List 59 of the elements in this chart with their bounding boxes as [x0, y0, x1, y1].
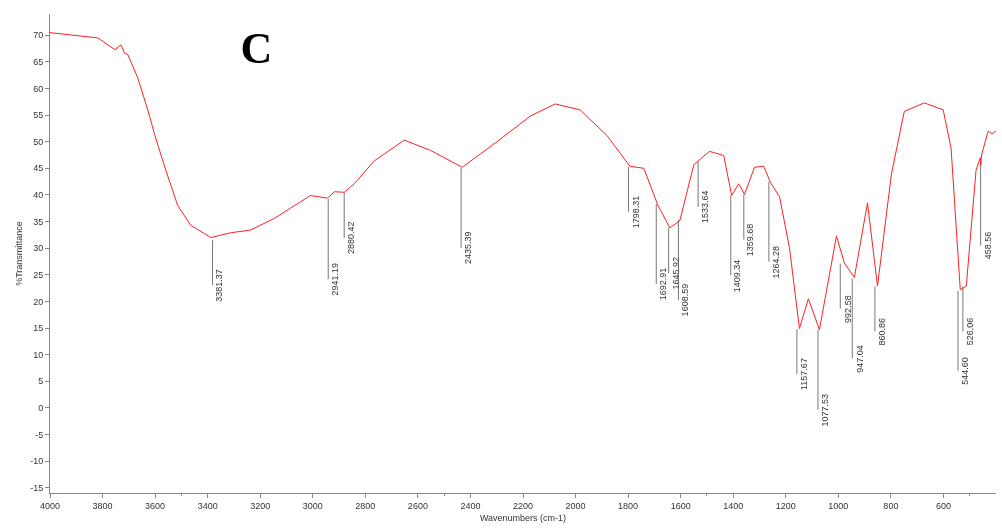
annotation: 947.04	[854, 345, 865, 373]
annotation: 1264.28	[771, 245, 782, 279]
y-tick-label: 70	[33, 30, 44, 41]
annotation: 1533.64	[700, 190, 711, 224]
y-tick-label: 0	[38, 402, 44, 413]
y-tick-label: 15	[33, 323, 44, 334]
y-tick-label: 40	[33, 190, 44, 201]
x-tick-label: 1200	[775, 500, 796, 511]
y-tick-label: -10	[30, 456, 44, 467]
x-tick-label: 2800	[355, 500, 376, 511]
x-axis-title: Wavenumbers (cm-1)	[479, 512, 567, 523]
annotation: 1409.34	[732, 259, 743, 293]
y-tick-label: 25	[33, 269, 44, 280]
x-tick-label: 3400	[197, 500, 218, 511]
x-tick-label: 3000	[302, 500, 323, 511]
x-tick-label: 1600	[670, 500, 691, 511]
annotation: 3381.37	[214, 269, 225, 302]
annotation: 992.58	[842, 295, 853, 323]
y-tick-label: 55	[33, 110, 44, 121]
x-tick-label: 1400	[723, 500, 744, 511]
y-tick-label: 60	[33, 83, 44, 94]
annotation: 2880.42	[346, 221, 357, 255]
y-tick-label: 5	[38, 376, 44, 387]
x-tick-label: 3600	[145, 500, 166, 511]
annotation: 1645.92	[670, 257, 681, 290]
annotation: 526.06	[965, 317, 976, 346]
x-tick-label: 2600	[407, 500, 428, 511]
x-tick-label: 3200	[250, 500, 271, 511]
x-tick-label: 1000	[828, 500, 849, 511]
annotation: 1077.53	[820, 394, 831, 427]
annotation: 1608.59	[680, 283, 691, 317]
annotation: 1692.91	[658, 267, 669, 301]
x-tick-label: 2400	[460, 500, 481, 511]
x-tick-label: 800	[883, 500, 899, 511]
x-tick-label: 4000	[39, 500, 61, 511]
x-tick-label: 2200	[512, 500, 534, 511]
x-tick-label: 1800	[618, 500, 639, 511]
annotation: 860.86	[877, 317, 888, 346]
annotation: 1157.67	[798, 358, 809, 390]
y-tick-label: 45	[33, 163, 44, 174]
annotation: 1359.68	[745, 223, 756, 257]
y-tick-label: 30	[33, 243, 44, 254]
annotation: 458.56	[982, 231, 993, 260]
chart-title: C	[240, 23, 273, 73]
y-axis-title: %Transmittance	[13, 221, 24, 286]
y-tick-label: -5	[35, 429, 44, 440]
annotation: 2941.19	[330, 262, 341, 296]
annotation: 2435.39	[463, 231, 474, 264]
y-tick-label: 20	[33, 296, 44, 307]
annotation: 1798.31	[630, 195, 641, 229]
y-tick-label: -15	[30, 482, 44, 493]
y-tick-label: 50	[33, 136, 44, 147]
y-tick-label: 65	[33, 57, 44, 68]
x-tick-label: 2000	[565, 500, 586, 511]
x-tick-label: 3800	[92, 500, 113, 511]
y-tick-label: 10	[33, 349, 44, 360]
x-tick-label: 600	[935, 500, 951, 511]
y-tick-label: 35	[33, 216, 44, 227]
annotation: 544.60	[960, 357, 971, 385]
